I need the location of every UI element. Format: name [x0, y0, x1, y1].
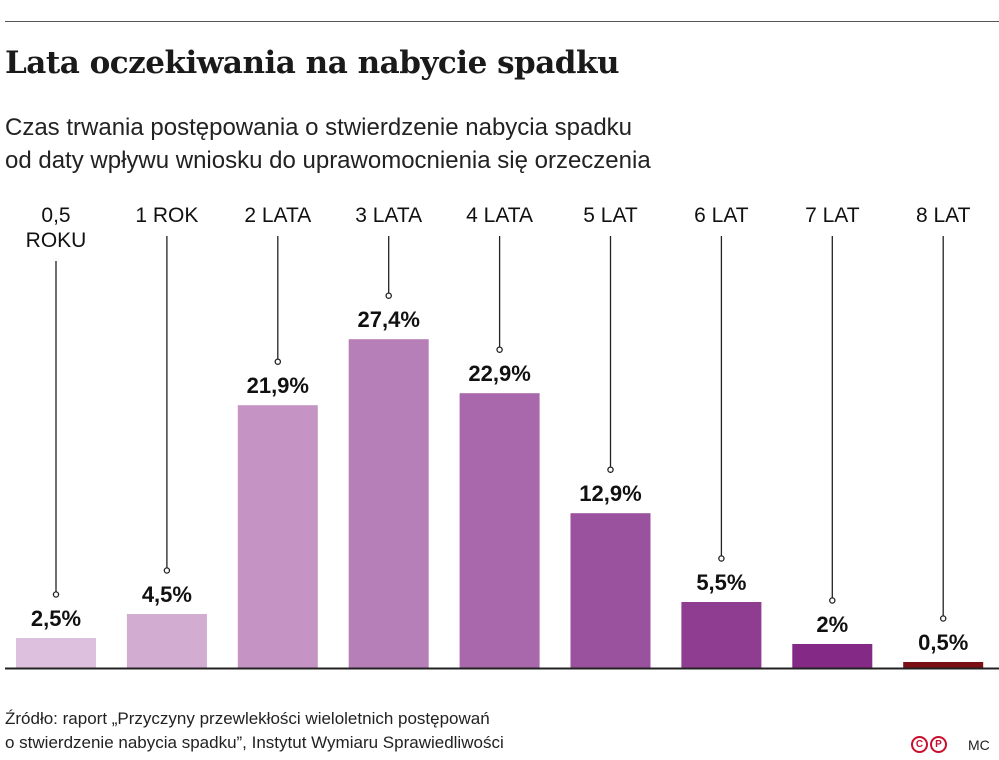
category-label: 2 LATA: [244, 204, 311, 227]
category-label: 5 LAT: [583, 204, 638, 227]
bar: [459, 393, 540, 668]
leader-dot: [163, 567, 171, 574]
subtitle-line-1: Czas trwania postępowania o stwierdzenie…: [5, 114, 633, 141]
subtitle-line-2: od daty wpływu wniosku do uprawomocnieni…: [5, 147, 651, 174]
source-note: Źródło: raport „Przyczyny przewlekłości …: [5, 707, 504, 755]
value-label: 21,9%: [247, 373, 309, 398]
logo-letter-c: C: [911, 735, 928, 753]
category-label: 1 ROK: [135, 204, 198, 227]
author-credit: MC: [968, 737, 990, 753]
leader-dot: [607, 466, 614, 473]
value-label: 4,5%: [142, 582, 192, 607]
bar: [570, 513, 651, 668]
bar: [792, 644, 873, 668]
bar: [903, 662, 984, 668]
category-label: 0,5 ROKU: [26, 204, 87, 252]
leader-dot: [496, 346, 503, 353]
chart-title: Lata oczekiwania na nabycie spadku: [5, 45, 620, 81]
leader-dot: [274, 358, 282, 365]
source-line-1: Źródło: raport „Przyczyny przewlekłości …: [5, 709, 490, 728]
leader-dot: [385, 292, 392, 299]
source-line-2: o stwierdzenie nabycia spadku”, Instytut…: [5, 733, 504, 752]
category-label: 7 LAT: [805, 204, 860, 227]
value-label: 22,9%: [468, 361, 530, 386]
value-label: 12,9%: [579, 481, 641, 506]
bar: [348, 339, 429, 668]
value-label: 27,4%: [358, 307, 420, 332]
bar: [126, 614, 207, 668]
top-rule: [5, 21, 999, 22]
publisher-logo: C P: [911, 734, 949, 754]
value-label: 2,5%: [31, 606, 81, 631]
category-label: 3 LATA: [355, 204, 422, 227]
leader-dot: [52, 591, 60, 598]
category-label: 8 LAT: [916, 204, 971, 227]
category-label: 4 LATA: [466, 204, 533, 227]
value-label: 5,5%: [696, 570, 746, 595]
value-label: 0,5%: [918, 630, 968, 655]
category-label: 6 LAT: [694, 204, 749, 227]
logo-letter-p: P: [930, 735, 947, 753]
bar-chart: 0,5 ROKU 2,5% 1 ROK 4,5% 2 LATA 21,9% 3 LATA 27,…: [5, 204, 999, 670]
chart-subtitle: Czas trwania postępowania o stwierdzenie…: [5, 111, 651, 177]
bar: [237, 405, 318, 668]
leader-dot: [939, 615, 947, 622]
bar: [681, 602, 762, 668]
bar: [16, 638, 96, 668]
leader-dot: [829, 597, 836, 604]
leader-dot: [718, 555, 725, 562]
value-label: 2%: [816, 612, 848, 637]
